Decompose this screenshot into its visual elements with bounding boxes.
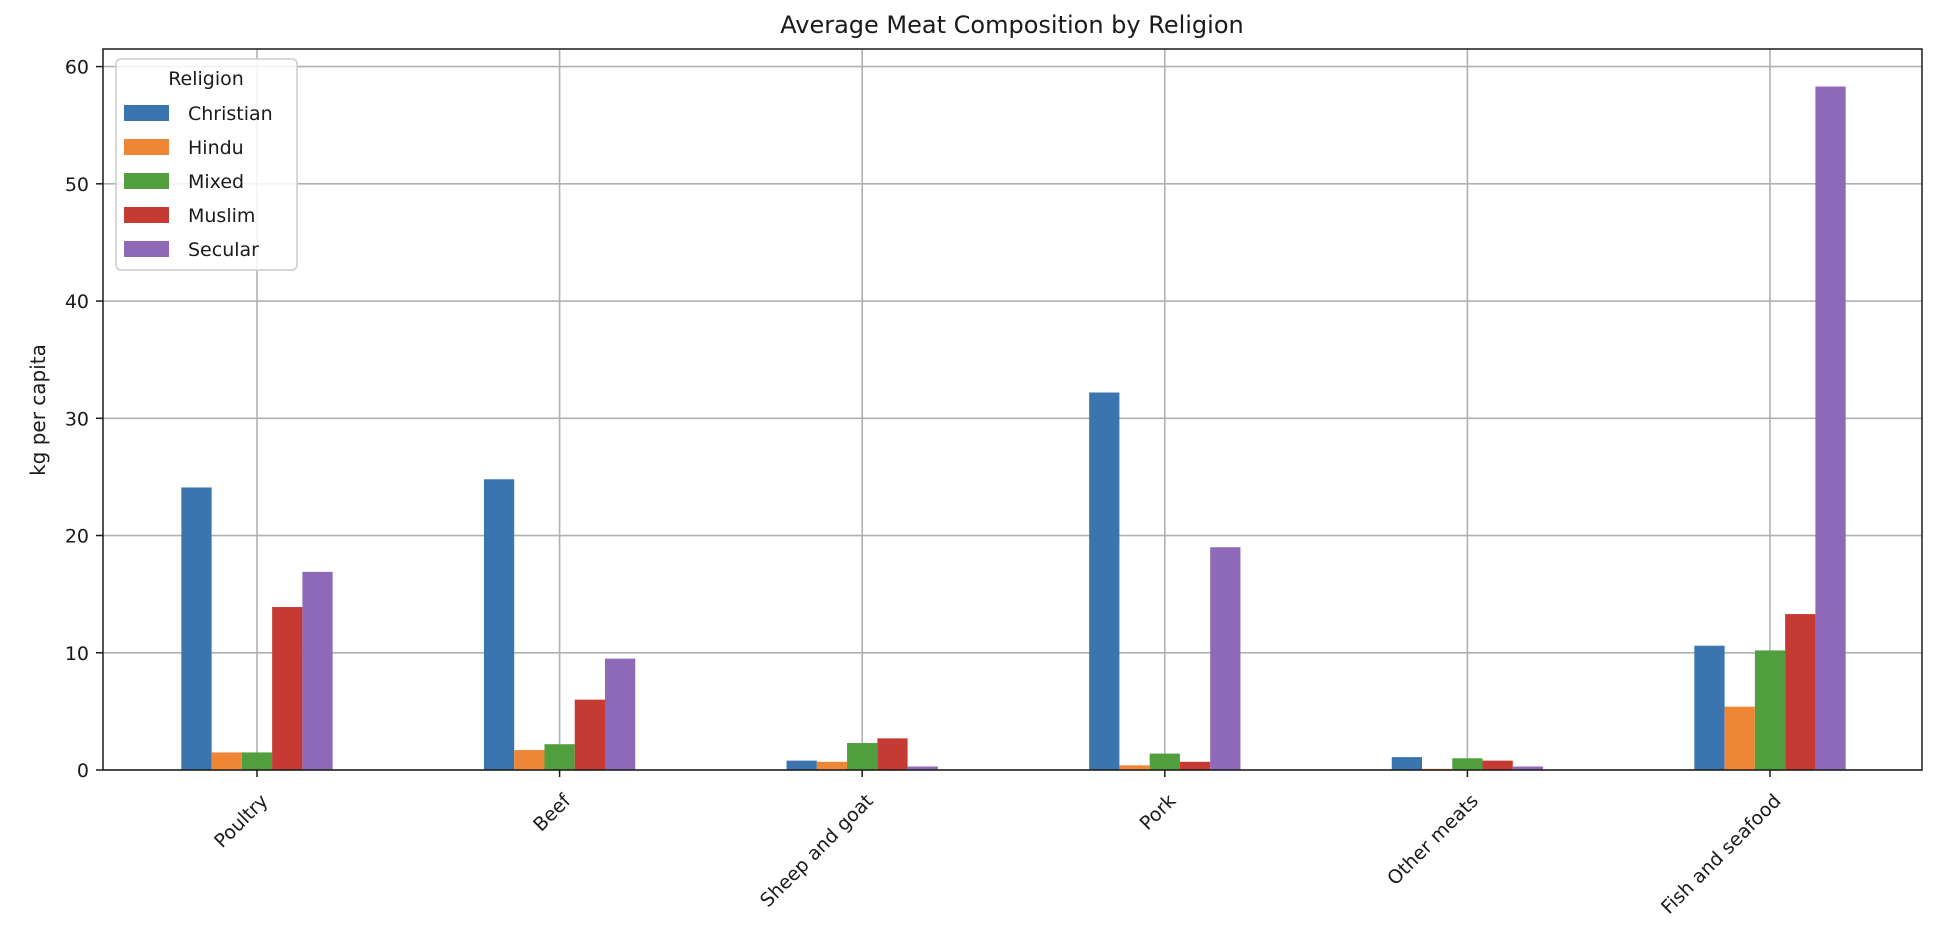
legend-swatch-secular bbox=[124, 241, 169, 257]
y-tick-label: 40 bbox=[65, 291, 89, 313]
bar-muslim-beef bbox=[574, 699, 605, 770]
legend-label-muslim: Muslim bbox=[188, 205, 255, 227]
bar-christian-pork bbox=[1089, 392, 1120, 770]
chart-title: Average Meat Composition by Religion bbox=[780, 11, 1243, 39]
bar-muslim-pork bbox=[1179, 761, 1211, 770]
bar-mixed-sheep-and-goat bbox=[847, 743, 878, 770]
y-axis-title: kg per capita bbox=[26, 344, 50, 476]
bar-secular-poultry bbox=[302, 571, 333, 770]
x-tick-label: Other meats bbox=[1383, 790, 1483, 890]
grid-lines bbox=[103, 49, 1922, 771]
bar-christian-other-meats bbox=[1391, 757, 1423, 770]
x-tick-label: Sheep and goat bbox=[756, 790, 878, 912]
y-tick-label: 20 bbox=[65, 526, 89, 548]
bar-christian-poultry bbox=[181, 487, 212, 770]
x-tick-label: Poultry bbox=[210, 790, 272, 852]
y-tick-label: 30 bbox=[65, 408, 89, 430]
bar-hindu-fish-and-seafood bbox=[1724, 706, 1755, 770]
legend-label-hindu: Hindu bbox=[188, 137, 244, 159]
bar-muslim-other-meats bbox=[1482, 760, 1513, 770]
bar-secular-sheep-and-goat bbox=[907, 766, 938, 770]
bars bbox=[181, 86, 1846, 771]
y-tick-label: 0 bbox=[77, 760, 89, 782]
bar-hindu-pork bbox=[1119, 765, 1150, 770]
x-tick-label: Fish and seafood bbox=[1657, 790, 1786, 919]
bar-christian-fish-and-seafood bbox=[1694, 645, 1725, 770]
legend-swatch-hindu bbox=[124, 139, 169, 155]
bar-mixed-beef bbox=[544, 744, 575, 770]
bar-mixed-poultry bbox=[241, 752, 273, 770]
bar-secular-beef bbox=[604, 658, 636, 770]
legend-swatch-christian bbox=[124, 105, 169, 121]
legend-title: Religion bbox=[168, 68, 244, 90]
legend-label-christian: Christian bbox=[188, 103, 273, 125]
bar-muslim-fish-and-seafood bbox=[1785, 614, 1816, 770]
bar-mixed-pork bbox=[1149, 753, 1180, 770]
bar-muslim-poultry bbox=[272, 607, 303, 770]
y-tick-label: 50 bbox=[65, 174, 89, 196]
bar-secular-fish-and-seafood bbox=[1815, 86, 1846, 771]
bar-mixed-fish-and-seafood bbox=[1754, 650, 1786, 770]
x-tick-label: Pork bbox=[1136, 790, 1181, 835]
legend-swatch-muslim bbox=[124, 207, 169, 223]
legend[interactable]: Religion Christian Hindu Mixed Muslim Secular bbox=[115, 58, 298, 271]
bar-secular-other-meats bbox=[1512, 766, 1544, 770]
bar-christian-beef bbox=[483, 479, 515, 770]
legend-swatch-mixed bbox=[124, 173, 169, 189]
y-axis: 0 10 20 30 40 50 60 bbox=[65, 57, 103, 782]
x-axis: Poultry Beef Sheep and goat Pork Other meats… bbox=[210, 770, 1786, 919]
bar-secular-pork bbox=[1210, 547, 1241, 770]
bar-hindu-beef bbox=[514, 750, 545, 770]
bar-hindu-sheep-and-goat bbox=[816, 761, 848, 770]
x-tick-label: Beef bbox=[529, 789, 576, 836]
bar-mixed-other-meats bbox=[1452, 758, 1483, 770]
bar-hindu-poultry bbox=[211, 752, 242, 770]
legend-label-mixed: Mixed bbox=[188, 171, 244, 193]
bar-muslim-sheep-and-goat bbox=[877, 738, 908, 770]
y-tick-label: 10 bbox=[65, 643, 89, 665]
plot-frame bbox=[102, 48, 1923, 771]
y-tick-label: 60 bbox=[65, 57, 89, 79]
legend-label-secular: Secular bbox=[188, 239, 259, 261]
bar-christian-sheep-and-goat bbox=[786, 760, 817, 770]
